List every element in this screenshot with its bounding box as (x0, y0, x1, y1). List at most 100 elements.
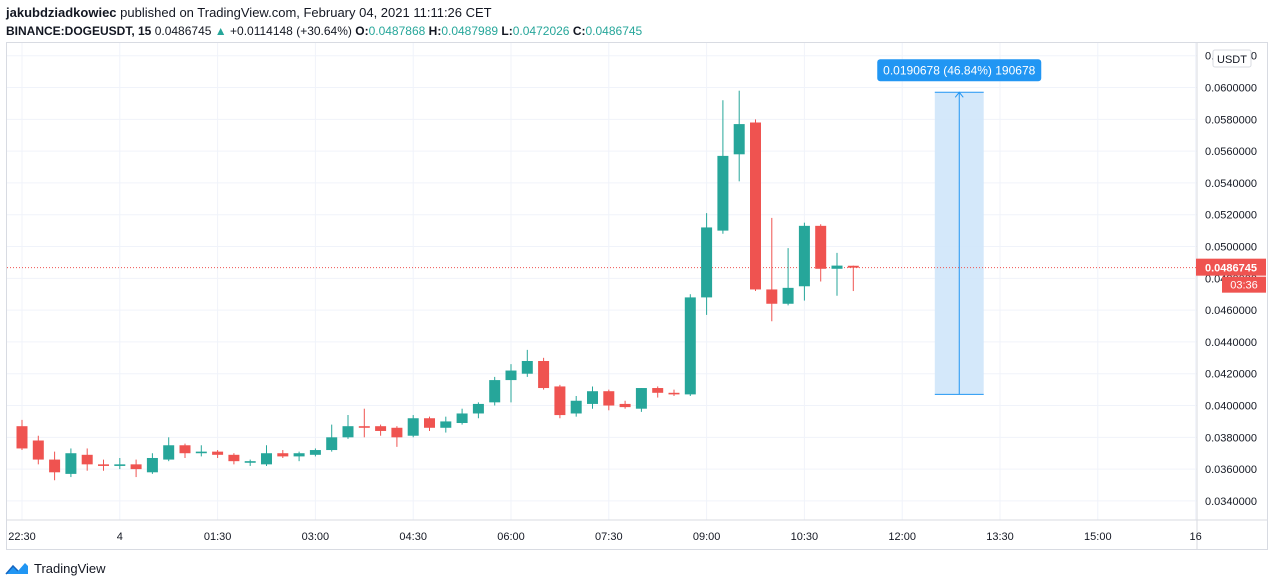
candle-body (81, 454, 93, 465)
candle-body (554, 386, 566, 416)
candle-body (489, 380, 501, 403)
ohlc-legend: BINANCE:DOGEUSDT, 15 0.0486745 ▲ +0.0114… (6, 22, 1264, 40)
candle-up (114, 457, 126, 470)
last-price: 0.0486745 (154, 24, 212, 38)
candle-body (16, 426, 28, 449)
candle-down (750, 119, 761, 292)
candle-up (440, 416, 452, 433)
candle-up (570, 395, 582, 417)
x-tick-label: 22:30 (8, 531, 36, 543)
candle-down (652, 386, 664, 398)
x-tick-label: 07:30 (595, 531, 623, 543)
countdown-tag (1222, 276, 1266, 293)
candle-body (587, 391, 598, 404)
candle-body (668, 392, 680, 395)
x-tick-label: 15:00 (1084, 531, 1112, 543)
tradingview-logo-text: TradingView (34, 560, 106, 576)
published-text: published on TradingView.com, February 0… (120, 5, 492, 20)
price-tags: 0.0486745 03:36 (1196, 258, 1266, 293)
candle-up (195, 445, 207, 457)
candle-down (358, 408, 370, 438)
close-label: C: (572, 24, 586, 38)
tradingview-cloud-icon (5, 563, 28, 575)
candle-body (472, 403, 484, 414)
x-tick-label: 03:00 (302, 531, 330, 543)
candle-body (684, 297, 696, 395)
candle-body (130, 464, 142, 470)
symbol-label[interactable]: BINANCE:DOGEUSDT, 15 (6, 24, 152, 38)
candle-body (831, 265, 843, 269)
y-tick-label: 0.0360000 (1205, 464, 1257, 476)
chart-frame[interactable] (6, 42, 1268, 550)
candle-body (65, 453, 77, 474)
y-tick-label: 0.0420000 (1205, 369, 1257, 381)
currency-label: USDT (1217, 54, 1247, 66)
measure-arrow-head-icon (954, 91, 964, 98)
x-tick-label: 13:30 (986, 531, 1014, 543)
candle-up (798, 222, 810, 301)
candle-down (49, 451, 61, 481)
candle-body (635, 388, 647, 409)
candle-body (570, 400, 582, 414)
candle-up (701, 213, 713, 315)
candle-body (146, 457, 158, 473)
tradingview-logo[interactable]: TradingView (4, 558, 106, 578)
candle-body (309, 450, 321, 455)
candle-up (293, 451, 305, 462)
candle-body (244, 461, 256, 463)
candle-down (847, 265, 859, 292)
candle-up (684, 294, 696, 396)
measure-tool[interactable]: 0.0190678 (46.84%) 190678 (877, 59, 1042, 395)
countdown-label: 03:36 (1230, 280, 1258, 292)
candle-up (342, 415, 354, 439)
open-label: O: (355, 24, 369, 38)
y-tick-label: 0.0460000 (1205, 305, 1257, 317)
candle-body (717, 155, 729, 231)
candle-down (538, 357, 550, 390)
close-value: 0.0486745 (585, 24, 643, 38)
candle-up (635, 388, 647, 412)
y-tick-label: 0.0520000 (1205, 210, 1257, 222)
price-axis[interactable]: 0.0340000 0.0360000 0.0380000 0.0400000 0.04… (1196, 43, 1257, 549)
candle-body (49, 459, 61, 473)
candle-down (81, 448, 93, 471)
x-tick-label: 09:00 (693, 531, 721, 543)
candle-down (228, 453, 240, 465)
candle-body (847, 265, 859, 268)
candle-down (603, 389, 615, 411)
candle-up (505, 364, 517, 403)
candle-body (456, 413, 468, 424)
candle-body (326, 437, 338, 451)
candle-body (179, 445, 191, 454)
candle-up (244, 459, 256, 466)
candle-body (407, 418, 419, 436)
measure-label: 0.0190678 (46.84%) 190678 (883, 63, 1035, 77)
candle-down (16, 419, 28, 451)
candle-down (179, 443, 191, 458)
candle-down (212, 450, 224, 458)
candle-up (521, 349, 533, 377)
candle-up (309, 448, 321, 457)
candle-body (619, 403, 631, 408)
change-up-icon: ▲ (214, 24, 227, 38)
candle-body (652, 388, 664, 393)
candle-down (766, 217, 778, 322)
x-tick-label: 12:00 (888, 531, 916, 543)
measure-label-bg (877, 59, 1042, 82)
candle-up (472, 402, 484, 419)
high-value: 0.0487989 (441, 24, 499, 38)
author-name[interactable]: jakubdziadkowiec (6, 5, 117, 20)
candle-body (195, 451, 207, 454)
currency-badge (1212, 49, 1252, 68)
x-tick-label: 06:00 (497, 531, 525, 543)
candle-up (146, 453, 158, 474)
candle-down (32, 435, 44, 465)
candle-up (489, 376, 501, 406)
candle-body (538, 361, 550, 389)
time-axis[interactable]: 22:30 4 01:30 03:00 04:30 06:00 07:30 09:00 10:3… (7, 519, 1268, 543)
candle-up (831, 252, 843, 296)
candle-body (293, 453, 305, 457)
candle-down (375, 424, 387, 436)
high-label: H: (428, 24, 442, 38)
